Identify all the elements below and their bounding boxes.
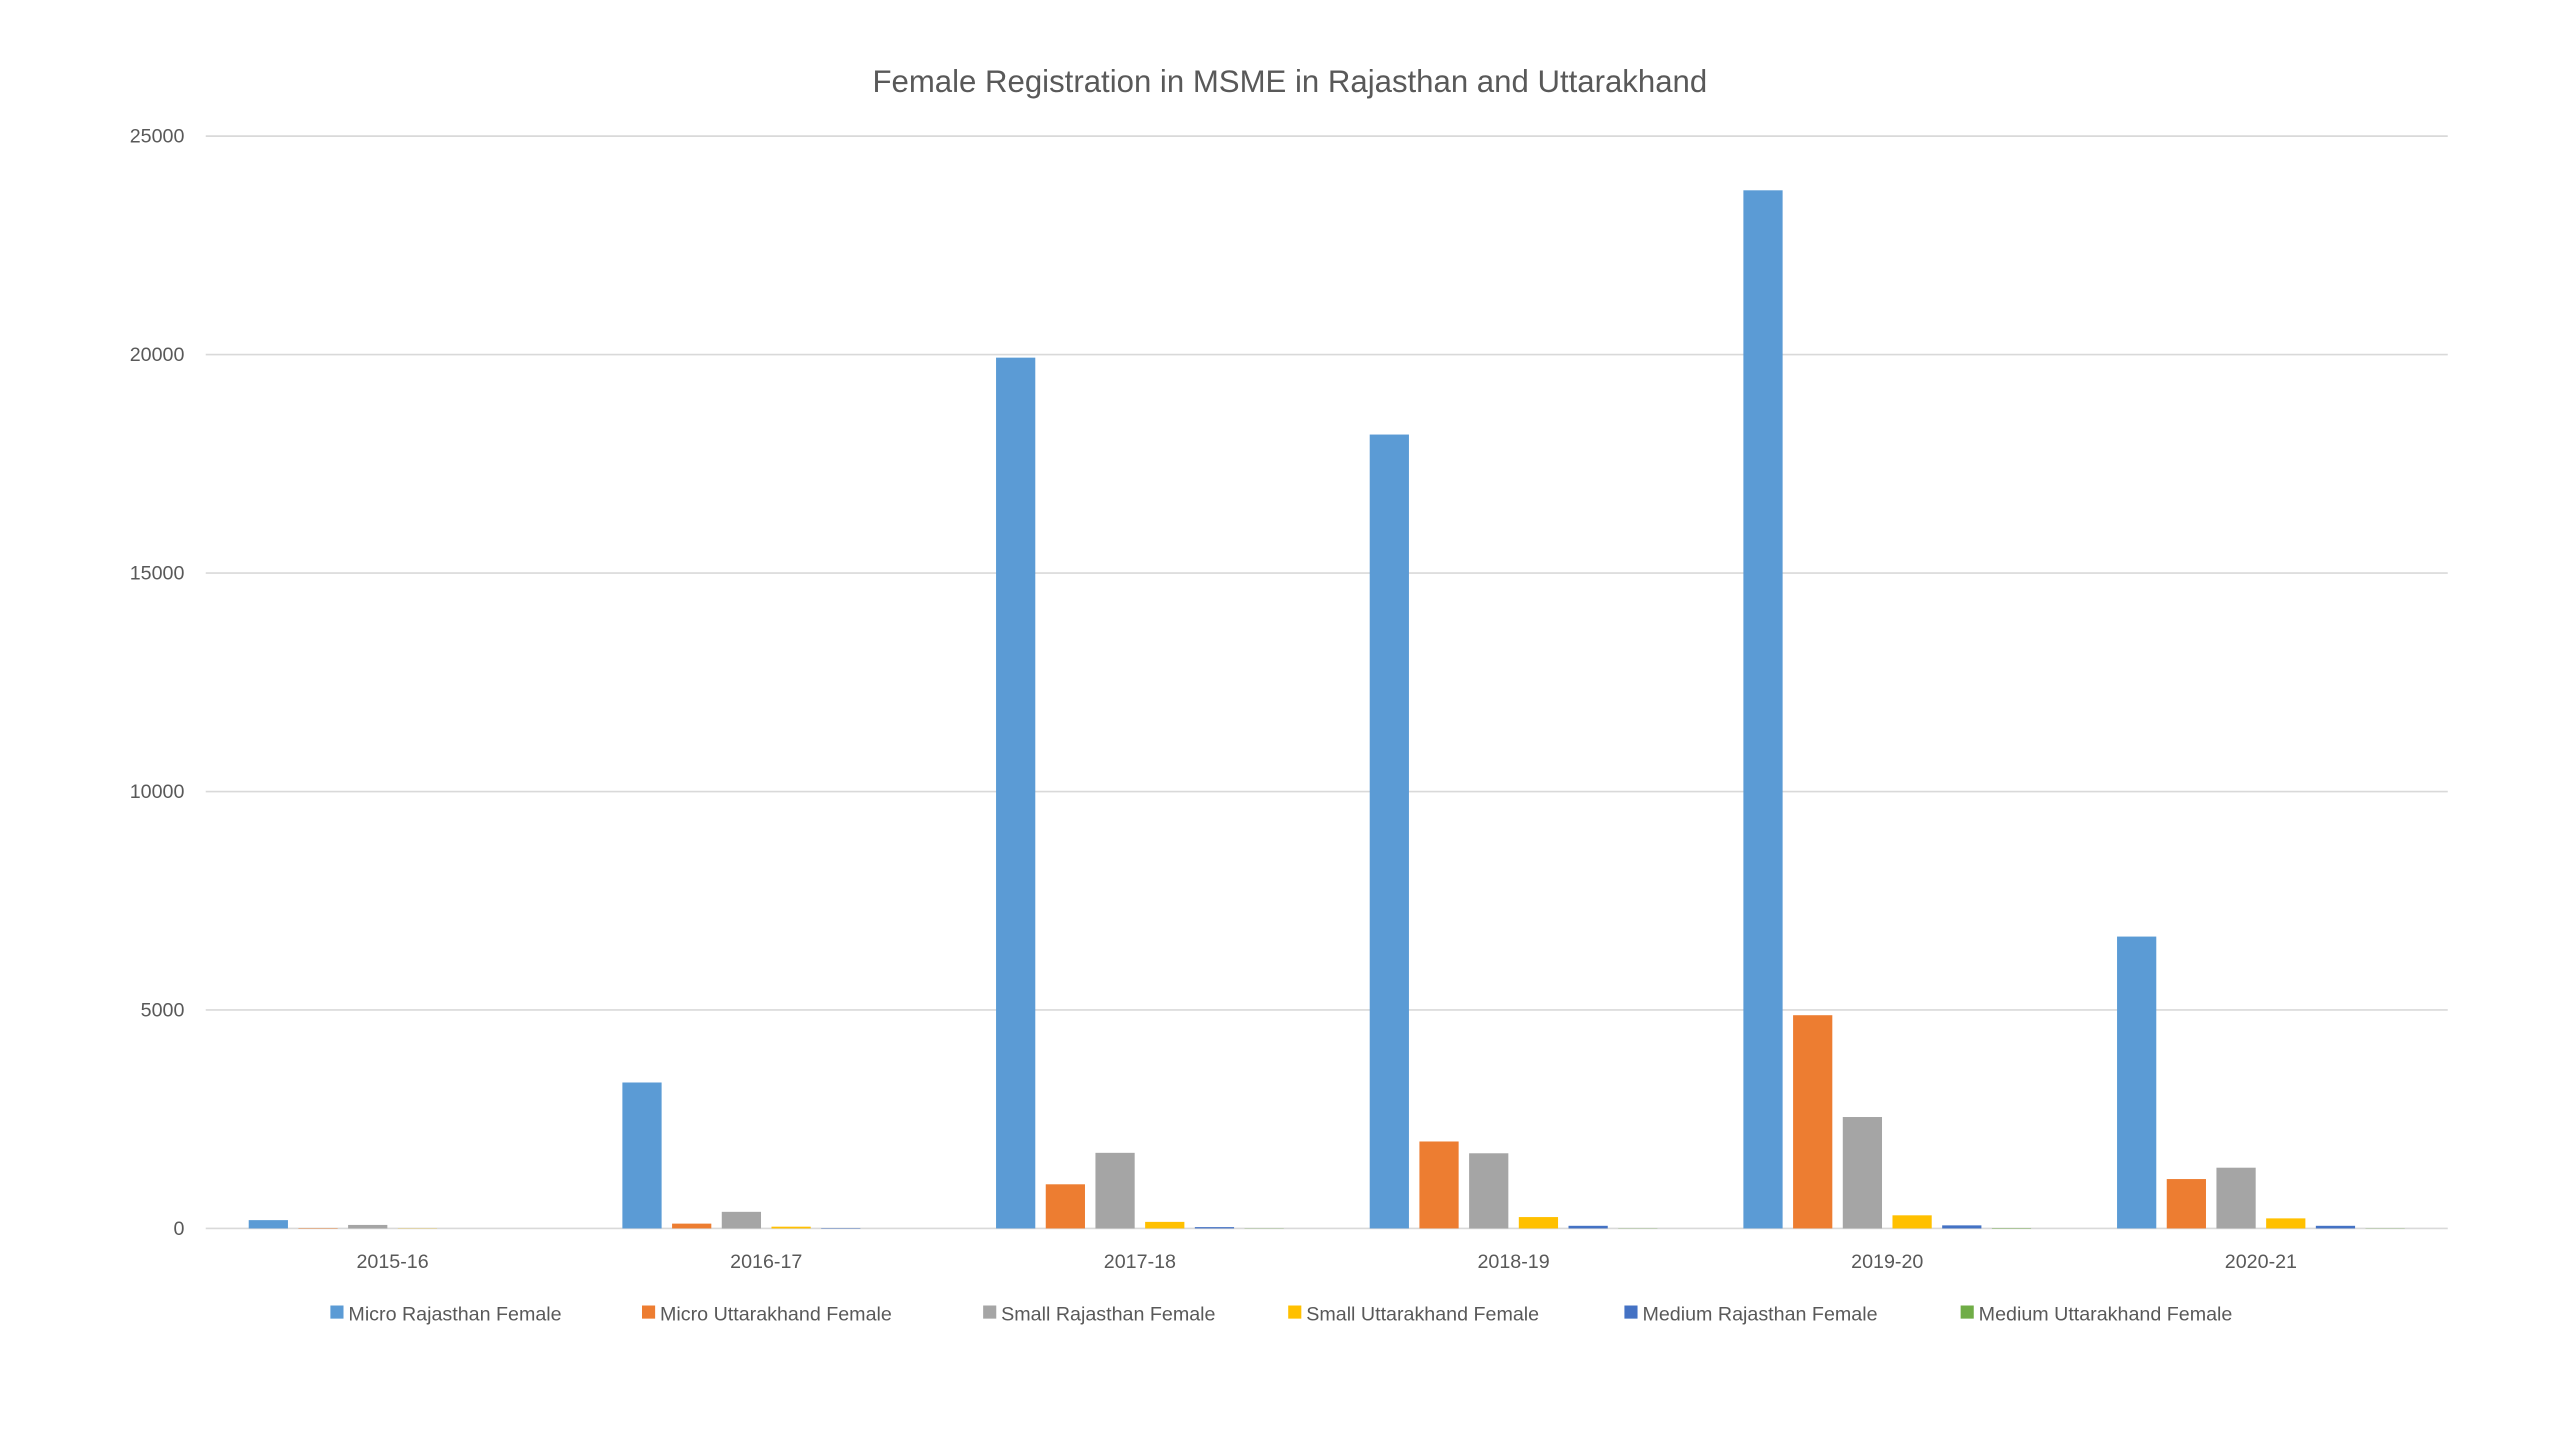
legend: Micro Rajasthan Female Micro Uttarakhand … bbox=[330, 1303, 2232, 1325]
bar-small-rajasthan-female-2015-16 bbox=[348, 1224, 388, 1229]
bar-small-rajasthan-female-2016-17 bbox=[721, 1211, 762, 1229]
bar-small-uttarakhand-female-2019-20 bbox=[1892, 1215, 1932, 1229]
bar-micro-uttarakhand-female-2017-18 bbox=[1045, 1184, 1085, 1229]
bar-micro-rajasthan-female-2019-20 bbox=[1743, 190, 1783, 1229]
legend-item-micro-rajasthan-female: Micro Rajasthan Female bbox=[330, 1303, 562, 1325]
bar-small-rajasthan-female-2019-20 bbox=[1842, 1117, 1883, 1229]
bar-micro-rajasthan-female-2017-18 bbox=[996, 357, 1036, 1229]
bar-micro-rajasthan-female-2020-21 bbox=[2117, 936, 2157, 1229]
y-tick-label: 20000 bbox=[130, 344, 185, 366]
x-tick-label: 2017-18 bbox=[1104, 1251, 1176, 1273]
bar-small-uttarakhand-female-2017-18 bbox=[1145, 1221, 1185, 1229]
bar-micro-uttarakhand-female-2019-20 bbox=[1793, 1015, 1833, 1229]
legend-swatch bbox=[1624, 1305, 1638, 1319]
legend-item-medium-rajasthan-female: Medium Rajasthan Female bbox=[1624, 1303, 1878, 1325]
bar-small-rajasthan-female-2020-21 bbox=[2216, 1167, 2256, 1229]
legend-swatch bbox=[983, 1305, 997, 1319]
bar-medium-rajasthan-female-2019-20 bbox=[1942, 1225, 1982, 1229]
legend-swatch bbox=[642, 1305, 656, 1319]
bar-micro-rajasthan-female-2015-16 bbox=[248, 1220, 288, 1229]
legend-label: Small Rajasthan Female bbox=[1001, 1303, 1215, 1325]
legend-item-medium-uttarakhand-female: Medium Uttarakhand Female bbox=[1960, 1303, 2233, 1325]
bar-micro-rajasthan-female-2018-19 bbox=[1369, 434, 1409, 1229]
bar-medium-rajasthan-female-2017-18 bbox=[1194, 1227, 1235, 1229]
legend-item-small-rajasthan-female: Small Rajasthan Female bbox=[983, 1303, 1216, 1325]
bar-medium-rajasthan-female-2020-21 bbox=[2315, 1225, 2356, 1229]
chart-background bbox=[13, 0, 2547, 1440]
legend-label: Micro Uttarakhand Female bbox=[660, 1303, 892, 1325]
bar-small-rajasthan-female-2018-19 bbox=[1469, 1153, 1509, 1229]
y-tick-label: 0 bbox=[173, 1218, 184, 1240]
y-tick-label: 5000 bbox=[141, 1000, 185, 1022]
legend-swatch bbox=[1960, 1305, 1974, 1319]
y-tick-label: 25000 bbox=[130, 126, 185, 148]
x-tick-label: 2018-19 bbox=[1477, 1251, 1549, 1273]
bar-small-uttarakhand-female-2018-19 bbox=[1518, 1217, 1559, 1229]
x-axis-labels: 2015-16 2016-17 2017-18 2018-19 2019-20 2020-… bbox=[356, 1251, 2297, 1273]
bar-micro-uttarakhand-female-2020-21 bbox=[2166, 1179, 2206, 1229]
bars bbox=[248, 190, 2405, 1229]
legend-label: Small Uttarakhand Female bbox=[1306, 1303, 1539, 1325]
bar-medium-rajasthan-female-2018-19 bbox=[1568, 1225, 1608, 1229]
x-tick-label: 2016-17 bbox=[730, 1251, 802, 1273]
bar-micro-uttarakhand-female-2016-17 bbox=[672, 1223, 712, 1229]
bar-micro-rajasthan-female-2016-17 bbox=[622, 1082, 662, 1229]
bar-small-rajasthan-female-2017-18 bbox=[1095, 1152, 1135, 1229]
y-axis-labels: 0 5000 10000 15000 20000 25000 bbox=[130, 126, 185, 1240]
legend-label: Medium Rajasthan Female bbox=[1642, 1303, 1877, 1325]
y-tick-label: 15000 bbox=[130, 563, 185, 585]
legend-swatch bbox=[1288, 1305, 1302, 1319]
chart-title: Female Registration in MSME in Rajasthan… bbox=[872, 64, 1707, 99]
legend-item-micro-uttarakhand-female: Micro Uttarakhand Female bbox=[642, 1303, 892, 1325]
y-tick-label: 10000 bbox=[130, 781, 185, 803]
x-tick-label: 2015-16 bbox=[356, 1251, 428, 1273]
bar-micro-uttarakhand-female-2018-19 bbox=[1419, 1141, 1459, 1229]
x-tick-label: 2019-20 bbox=[1851, 1251, 1923, 1273]
legend-label: Micro Rajasthan Female bbox=[348, 1303, 561, 1325]
bar-small-uttarakhand-female-2020-21 bbox=[2266, 1218, 2306, 1229]
legend-item-small-uttarakhand-female: Small Uttarakhand Female bbox=[1288, 1303, 1539, 1325]
bar-small-uttarakhand-female-2016-17 bbox=[771, 1226, 811, 1229]
gridlines bbox=[205, 135, 2448, 1230]
x-tick-label: 2020-21 bbox=[2225, 1251, 2297, 1273]
legend-swatch bbox=[330, 1305, 344, 1319]
legend-label: Medium Uttarakhand Female bbox=[1979, 1303, 2233, 1325]
